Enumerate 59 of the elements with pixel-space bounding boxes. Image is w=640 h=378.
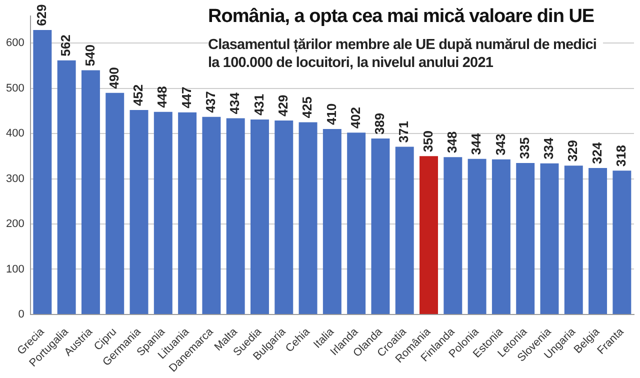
bar: [612, 170, 632, 314]
bar: [371, 138, 390, 314]
bar: [33, 30, 52, 314]
data-label: 425: [300, 96, 315, 118]
data-label: 452: [130, 84, 146, 106]
bar: [298, 122, 318, 314]
data-label: 490: [106, 67, 122, 89]
y-tick-label: 100: [6, 263, 24, 276]
bar: [492, 159, 510, 314]
bar: [420, 156, 438, 314]
data-label: 448: [154, 86, 170, 108]
data-label: 540: [82, 44, 98, 66]
data-label: 335: [516, 137, 532, 159]
data-label: 324: [589, 141, 604, 164]
data-label: 334: [541, 136, 556, 160]
bar: [322, 129, 342, 314]
y-tick-label: 300: [6, 172, 24, 185]
data-label: 562: [58, 34, 74, 56]
data-label: 402: [348, 106, 363, 129]
y-tick-label: 400: [6, 128, 24, 140]
bar: [202, 116, 221, 314]
data-label: 371: [396, 120, 412, 143]
bar: [347, 132, 366, 314]
y-tick-label: 600: [6, 37, 24, 50]
bar: [588, 168, 608, 314]
bar: [444, 157, 462, 314]
data-label: 318: [614, 144, 629, 167]
bar: [516, 162, 535, 314]
data-label: 447: [178, 86, 194, 108]
bar: [250, 120, 269, 314]
data-label: 429: [275, 94, 290, 116]
data-label: 410: [324, 103, 339, 126]
data-label: 329: [565, 140, 580, 162]
text: Clasamentul țărilor membre ale UE după numărul de medici la 100.000 de locuitori, la nivelul anului 2021: [208, 36, 603, 72]
chart-title: România, a opta cea mai mică valoare din UE: [208, 6, 594, 28]
bar: [178, 112, 197, 314]
data-label: 348: [444, 131, 460, 154]
data-label: 344: [468, 132, 484, 155]
data-label: 389: [372, 112, 388, 135]
bar: [395, 146, 414, 314]
data-label: 629: [34, 4, 50, 26]
data-label: 437: [203, 91, 218, 113]
bar: [564, 166, 583, 314]
bar: [274, 120, 294, 314]
bar: [106, 92, 124, 314]
bar: [540, 163, 559, 314]
data-label: 343: [492, 134, 508, 156]
bar: [57, 60, 76, 314]
bar: [226, 118, 245, 314]
bar: [81, 70, 100, 314]
data-label: 431: [251, 94, 266, 116]
bar: [468, 158, 486, 314]
bar: [154, 112, 172, 314]
y-tick-label: 500: [6, 82, 24, 94]
bar: [130, 110, 148, 314]
y-tick-label: 200: [6, 218, 24, 230]
y-tick-label: 0: [18, 308, 24, 320]
data-label: 434: [227, 92, 242, 114]
data-label: 350: [420, 130, 436, 152]
